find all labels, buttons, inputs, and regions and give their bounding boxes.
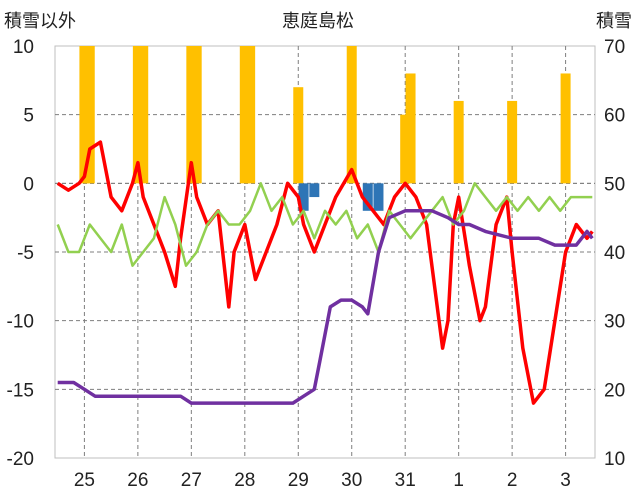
bar bbox=[293, 87, 304, 184]
y-left-tick-label: 5 bbox=[23, 106, 34, 127]
bar bbox=[84, 46, 95, 184]
chart-title: 恵庭島松 bbox=[282, 11, 354, 31]
series-line bbox=[56, 182, 593, 267]
y-right-tick-label: 50 bbox=[604, 174, 625, 195]
x-tick-label: 25 bbox=[74, 470, 95, 491]
bar bbox=[400, 114, 411, 184]
series-line bbox=[56, 140, 594, 405]
bars bbox=[79, 46, 571, 211]
x-tick-label: 28 bbox=[234, 470, 255, 491]
y-left-tick-label: -10 bbox=[7, 312, 34, 333]
x-tick-label: 29 bbox=[288, 470, 309, 491]
y-left-tick-label: -5 bbox=[17, 243, 34, 264]
x-tick-label: 26 bbox=[127, 470, 148, 491]
y-left-tick-label: -20 bbox=[7, 449, 34, 470]
series-line bbox=[57, 209, 594, 405]
y-left-tick-label: 10 bbox=[13, 37, 34, 58]
y-left-tick-label: -15 bbox=[7, 380, 34, 401]
bar bbox=[298, 183, 309, 211]
y-right-tick-label: 70 bbox=[604, 37, 625, 58]
y-right-tick-label: 30 bbox=[604, 312, 625, 333]
right-axis-title: 積雪 bbox=[596, 11, 632, 31]
bar bbox=[79, 46, 90, 184]
bar bbox=[132, 46, 143, 184]
bar bbox=[362, 183, 373, 211]
lines bbox=[56, 140, 594, 405]
left-axis-title: 積雪以外 bbox=[4, 11, 76, 31]
x-tick-label: 31 bbox=[395, 470, 416, 491]
x-tick-label: 1 bbox=[453, 470, 464, 491]
y-right-tick-label: 40 bbox=[604, 243, 625, 264]
bar bbox=[239, 46, 250, 184]
y-left-tick-label: 0 bbox=[23, 174, 34, 195]
bar bbox=[453, 100, 464, 184]
x-tick-label: 2 bbox=[507, 470, 518, 491]
bar bbox=[405, 73, 416, 184]
bar bbox=[309, 183, 320, 198]
y-right-tick-label: 20 bbox=[604, 380, 625, 401]
bar bbox=[346, 46, 357, 184]
x-tick-label: 3 bbox=[560, 470, 571, 491]
x-tick-label: 30 bbox=[341, 470, 362, 491]
bar bbox=[138, 46, 149, 184]
bar bbox=[186, 46, 197, 184]
y-right-tick-label: 10 bbox=[604, 449, 625, 470]
x-tick-label: 27 bbox=[181, 470, 202, 491]
bar bbox=[191, 46, 202, 184]
bar bbox=[245, 46, 256, 184]
bar bbox=[560, 73, 571, 184]
bar bbox=[373, 183, 384, 211]
bar bbox=[507, 100, 518, 184]
y-right-tick-label: 60 bbox=[604, 106, 625, 127]
